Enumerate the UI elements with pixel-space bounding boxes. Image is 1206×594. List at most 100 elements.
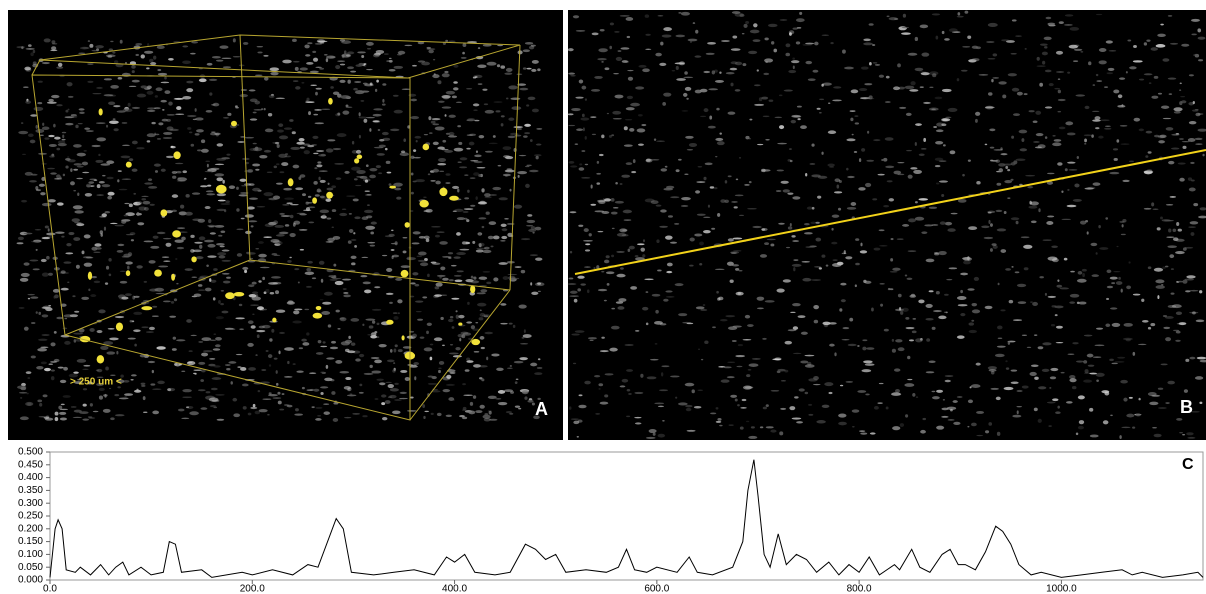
speckle — [437, 163, 446, 165]
speckle — [132, 141, 138, 145]
speckle — [796, 18, 805, 22]
speckle — [44, 137, 49, 139]
speckle — [932, 73, 936, 77]
speckle — [100, 346, 108, 350]
speckle — [355, 185, 361, 186]
speckle — [377, 323, 380, 325]
speckle — [438, 101, 445, 103]
speckle — [477, 167, 486, 168]
speckle — [1195, 138, 1203, 140]
speckle — [344, 417, 351, 418]
speckle — [791, 115, 801, 118]
speckle — [845, 256, 852, 259]
speckle — [31, 241, 40, 243]
speckle — [715, 156, 717, 157]
speckle — [270, 72, 278, 75]
speckle — [1189, 357, 1195, 360]
speckle — [295, 67, 299, 71]
speckle — [1139, 79, 1144, 81]
speckle — [47, 168, 55, 170]
speckle — [129, 158, 133, 161]
speckle — [252, 163, 260, 166]
speckle — [161, 169, 166, 172]
speckle — [1027, 186, 1033, 188]
speckle — [176, 106, 181, 110]
speckle — [614, 31, 619, 33]
speckle — [1019, 130, 1028, 134]
speckle — [1158, 407, 1167, 409]
speckle — [359, 135, 361, 139]
speckle — [63, 328, 68, 330]
speckle — [149, 204, 154, 206]
speckle — [344, 171, 349, 174]
speckle — [860, 250, 867, 253]
speckle — [595, 413, 600, 414]
speckle — [733, 237, 743, 239]
speckle — [651, 200, 659, 204]
speckle — [740, 427, 744, 430]
speckle — [1038, 346, 1044, 349]
speckle — [1169, 254, 1174, 258]
speckle — [538, 291, 541, 292]
speckle — [694, 233, 702, 236]
speckle — [484, 196, 491, 198]
speckle — [570, 75, 575, 76]
speckle — [1045, 293, 1047, 296]
speckle — [402, 237, 407, 238]
speckle — [355, 358, 361, 361]
speckle — [459, 338, 461, 341]
speckle — [339, 371, 349, 374]
speckle — [258, 390, 261, 392]
speckle — [191, 41, 198, 43]
speckle — [1042, 369, 1050, 372]
speckle — [33, 268, 40, 270]
speckle — [395, 278, 402, 281]
speckle — [905, 317, 909, 320]
x-tick-label: 0.0 — [43, 584, 57, 594]
speckle — [776, 190, 781, 192]
speckle — [58, 63, 62, 67]
speckle — [976, 435, 983, 436]
speckle — [71, 406, 77, 408]
speckle — [198, 362, 205, 365]
speckle — [326, 148, 333, 152]
speckle — [28, 134, 34, 138]
speckle — [310, 71, 319, 73]
speckle — [1052, 142, 1061, 146]
speckle — [681, 205, 688, 207]
speckle — [676, 78, 686, 81]
speckle — [278, 401, 282, 405]
speckle — [357, 51, 366, 53]
speckle — [678, 402, 688, 405]
speckle — [468, 411, 475, 415]
speckle — [797, 27, 802, 28]
speckle — [206, 265, 209, 267]
speckle — [258, 241, 264, 244]
speckle — [855, 284, 857, 287]
speckle — [598, 388, 600, 390]
speckle — [902, 308, 909, 312]
speckle — [279, 213, 285, 215]
speckle — [315, 418, 322, 421]
speckle — [476, 150, 478, 153]
speckle — [687, 149, 693, 150]
speckle — [222, 58, 232, 59]
speckle — [96, 122, 106, 124]
speckle — [1179, 432, 1183, 433]
speckle — [201, 353, 208, 357]
x-tick-label: 600.0 — [644, 584, 669, 594]
speckle — [766, 404, 769, 407]
speckle — [1099, 60, 1107, 64]
speckle — [60, 417, 67, 420]
speckle — [434, 337, 442, 341]
speckle — [219, 255, 226, 258]
speckle — [1036, 65, 1045, 67]
speckle — [136, 147, 144, 149]
speckle — [1023, 245, 1032, 249]
speckle — [596, 182, 600, 184]
speckle — [918, 198, 928, 200]
speckle — [740, 407, 746, 408]
speckle — [175, 114, 184, 115]
speckle — [887, 15, 890, 17]
speckle — [658, 406, 664, 408]
